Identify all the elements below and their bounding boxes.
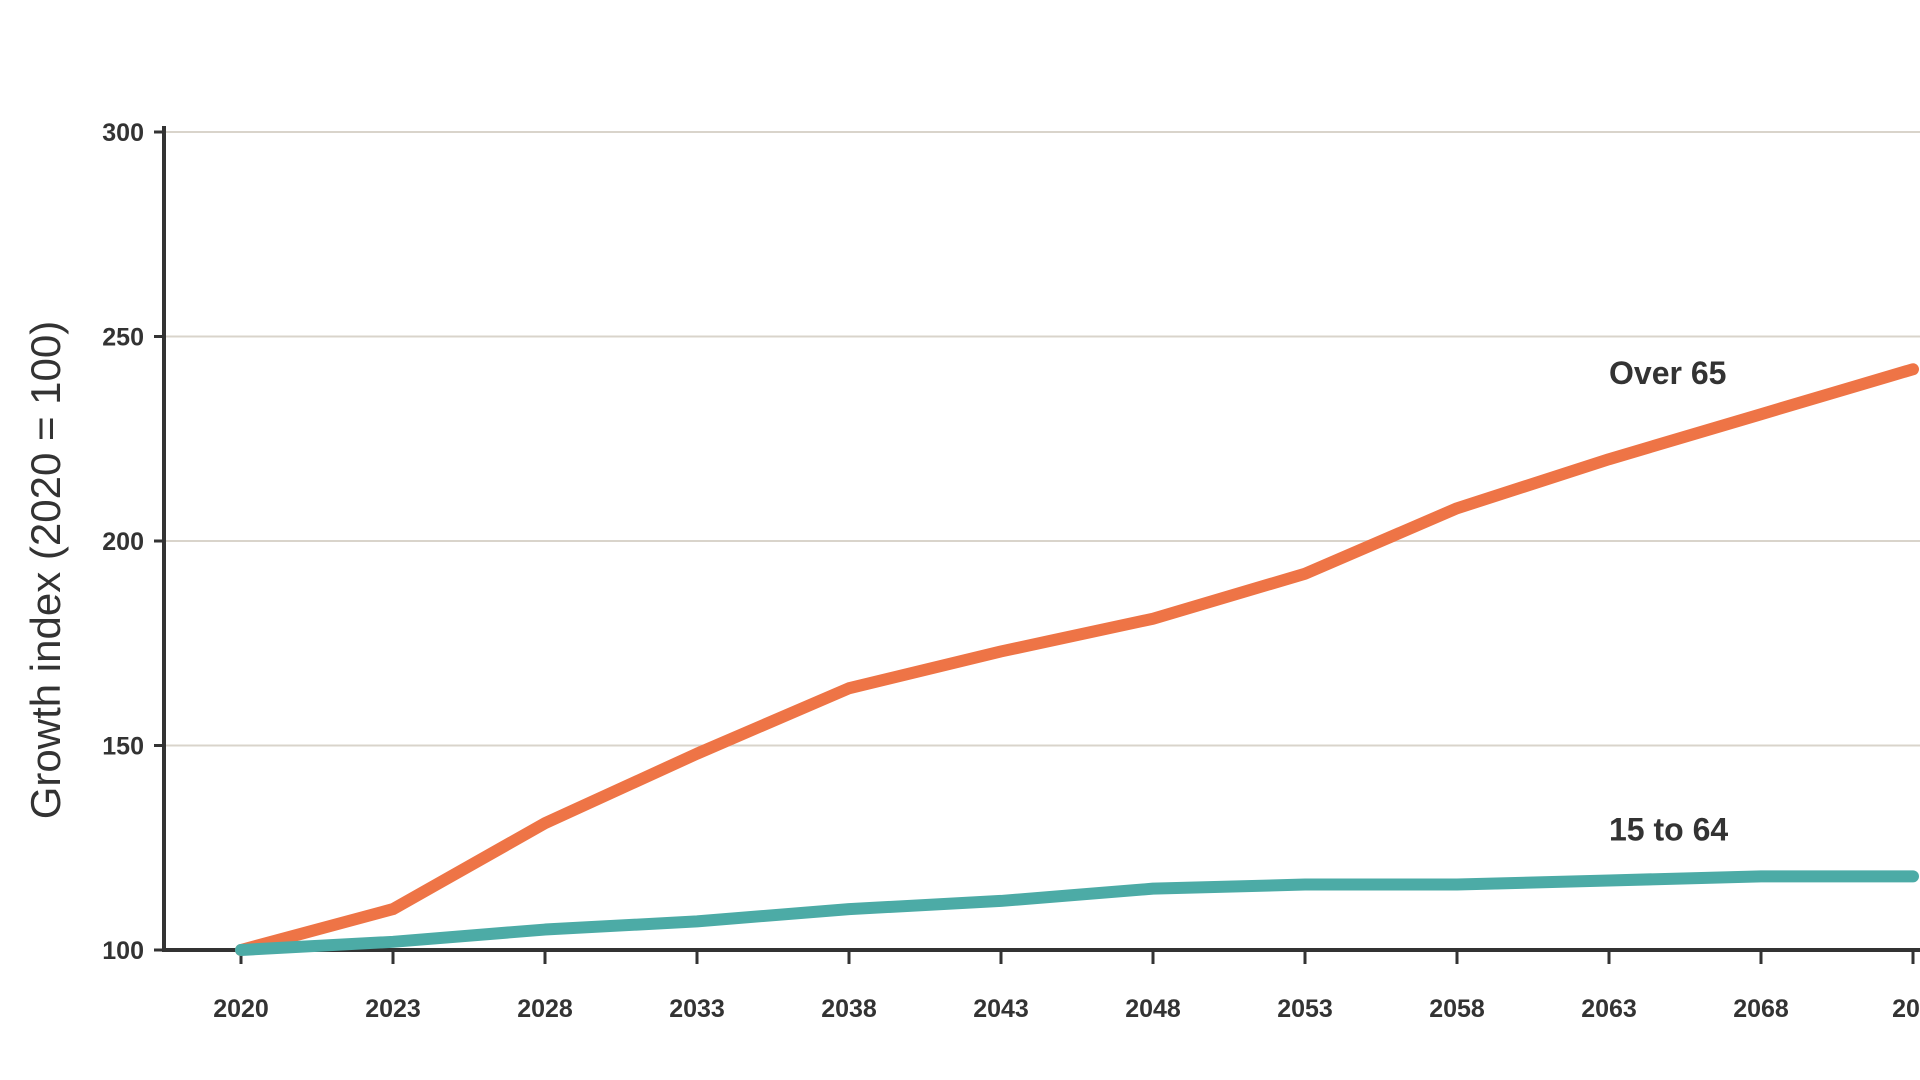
- x-tick-label: 2023: [365, 995, 421, 1023]
- x-tick-label: 2020: [213, 995, 269, 1023]
- y-tick-label: 300: [102, 119, 144, 147]
- y-axis-title: Growth index (2020 = 100): [22, 321, 69, 819]
- x-tick-label: 2058: [1429, 995, 1485, 1023]
- series-labels: Over 65 15 to 64: [1609, 355, 1728, 847]
- series-line-15-to-64: [235, 870, 1919, 956]
- y-tick-label: 250: [102, 324, 144, 352]
- x-tick-label: 2048: [1125, 995, 1181, 1023]
- y-tick-label: 200: [102, 528, 144, 556]
- x-tick-label: 2028: [517, 995, 573, 1023]
- gridlines: [164, 131, 1920, 747]
- x-tick-label: 207: [1892, 995, 1920, 1023]
- series-label-15-to-64: 15 to 64: [1609, 811, 1728, 847]
- series: [235, 363, 1919, 956]
- x-tick-label: 2033: [669, 995, 725, 1023]
- x-tick-label: 2038: [821, 995, 877, 1023]
- axes: [162, 126, 1920, 952]
- x-tick-label: 2068: [1733, 995, 1789, 1023]
- x-axis-ticks: 2020 2023 2028 2033 2038 2043 2048 2053 2058 2063…: [213, 950, 1920, 1023]
- x-tick-label: 2043: [973, 995, 1029, 1023]
- series-line-over-65: [235, 363, 1919, 956]
- x-tick-label: 2053: [1277, 995, 1333, 1023]
- y-tick-label: 150: [102, 733, 144, 761]
- series-label-over-65: Over 65: [1609, 355, 1726, 391]
- y-tick-label: 100: [102, 937, 144, 965]
- y-axis-ticks: 100 150 200 250 300: [102, 119, 164, 965]
- x-tick-label: 2063: [1581, 995, 1637, 1023]
